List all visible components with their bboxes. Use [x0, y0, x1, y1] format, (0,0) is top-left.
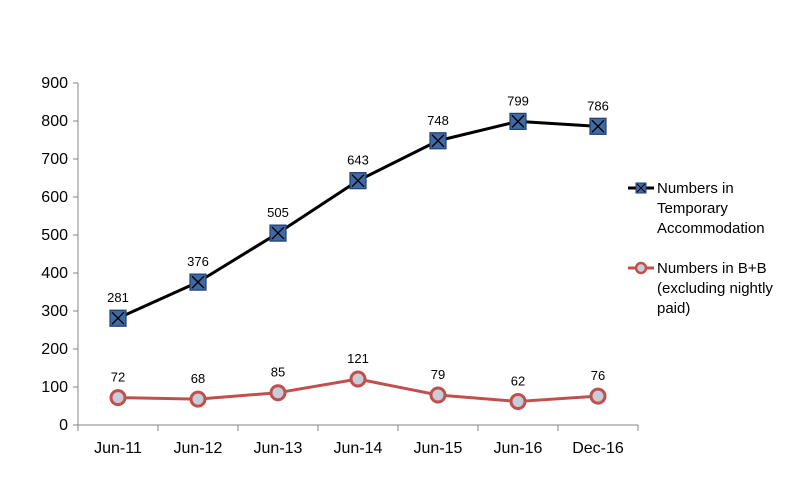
axes	[77, 83, 638, 426]
legend-label-line: Numbers in B+B	[657, 260, 767, 277]
legend-label-line: Numbers in	[657, 180, 734, 197]
data-label: 786	[587, 98, 609, 113]
marker-cross-b	[351, 174, 365, 188]
x-tick-label: Jun-16	[494, 440, 543, 457]
legend-label-line: Accommodation	[657, 220, 765, 237]
x-axis-ticks: Jun-11 Jun-12 Jun-13 Jun-14 Jun-15 Jun-16 Dec-…	[77, 425, 639, 457]
data-label: 121	[347, 351, 369, 366]
legend-item: Numbers in Temporary Accommodation	[628, 180, 765, 237]
data-label: 281	[107, 290, 129, 305]
legend-label-line: Temporary	[657, 200, 728, 217]
data-point-marker	[349, 172, 367, 190]
data-point-marker	[269, 384, 287, 402]
marker-cross-b	[431, 134, 445, 148]
data-point-marker	[509, 112, 527, 130]
legend: Numbers in Temporary AccommodationNumbers …	[628, 180, 773, 317]
data-point-marker	[109, 309, 127, 327]
marker-cross-b	[511, 114, 525, 128]
data-point-marker	[109, 389, 127, 407]
data-label: 748	[427, 113, 449, 128]
x-tick-label: Dec-16	[572, 440, 624, 457]
marker-cross-b	[591, 119, 605, 133]
data-label: 68	[191, 371, 205, 386]
data-point-marker	[429, 132, 447, 150]
y-tick-label: 600	[41, 189, 68, 206]
data-label: 85	[271, 365, 285, 380]
data-point-marker	[349, 370, 367, 388]
y-tick-label: 400	[41, 265, 68, 282]
marker-cross-b	[271, 226, 285, 240]
data-label: 376	[187, 254, 209, 269]
data-point-marker	[269, 224, 287, 242]
legend-label-line: paid)	[657, 300, 690, 317]
legend-item: Numbers in B+B (excluding nightly paid)	[628, 260, 773, 317]
legend-label: Numbers in Temporary Accommodation	[657, 180, 765, 237]
data-label: 76	[591, 368, 605, 383]
legend-label-line: (excluding nightly	[657, 280, 773, 297]
data-point-marker	[509, 392, 527, 410]
data-labels: 281 376 505 643 748 799 786 72 68 85 121 79 62 76	[107, 93, 609, 388]
marker-cross-b	[111, 311, 125, 325]
data-label: 62	[511, 373, 525, 388]
x-tick-label: Jun-13	[254, 440, 303, 457]
y-tick-label: 100	[41, 379, 68, 396]
legend-label: Numbers in B+B (excluding nightly paid)	[657, 260, 773, 317]
y-tick-label: 800	[41, 113, 68, 130]
legend-marker	[634, 261, 648, 275]
data-point-marker	[429, 386, 447, 404]
data-label: 799	[507, 93, 529, 108]
data-label: 79	[431, 367, 445, 382]
data-point-marker	[189, 273, 207, 291]
y-tick-label: 200	[41, 341, 68, 358]
legend-marker-cross-b	[636, 183, 646, 193]
data-label: 72	[111, 370, 125, 385]
y-tick-label: 0	[59, 417, 68, 434]
y-tick-label: 500	[41, 227, 68, 244]
y-tick-label: 300	[41, 303, 68, 320]
data-point-marker	[189, 390, 207, 408]
y-tick-label: 900	[41, 75, 68, 92]
data-label: 505	[267, 205, 289, 220]
data-point-marker	[589, 387, 607, 405]
data-label: 643	[347, 153, 369, 168]
x-tick-label: Jun-12	[174, 440, 223, 457]
x-tick-label: Jun-15	[414, 440, 463, 457]
data-point-marker	[589, 117, 607, 135]
marker-cross-b	[191, 275, 205, 289]
legend-marker	[635, 182, 647, 194]
y-axis-ticks: 0 100 200 300 400 500 600 700 800 900	[41, 75, 78, 434]
x-tick-label: Jun-11	[94, 440, 142, 457]
y-tick-label: 700	[41, 151, 68, 168]
series-group	[109, 112, 607, 410]
x-tick-label: Jun-14	[334, 440, 383, 457]
